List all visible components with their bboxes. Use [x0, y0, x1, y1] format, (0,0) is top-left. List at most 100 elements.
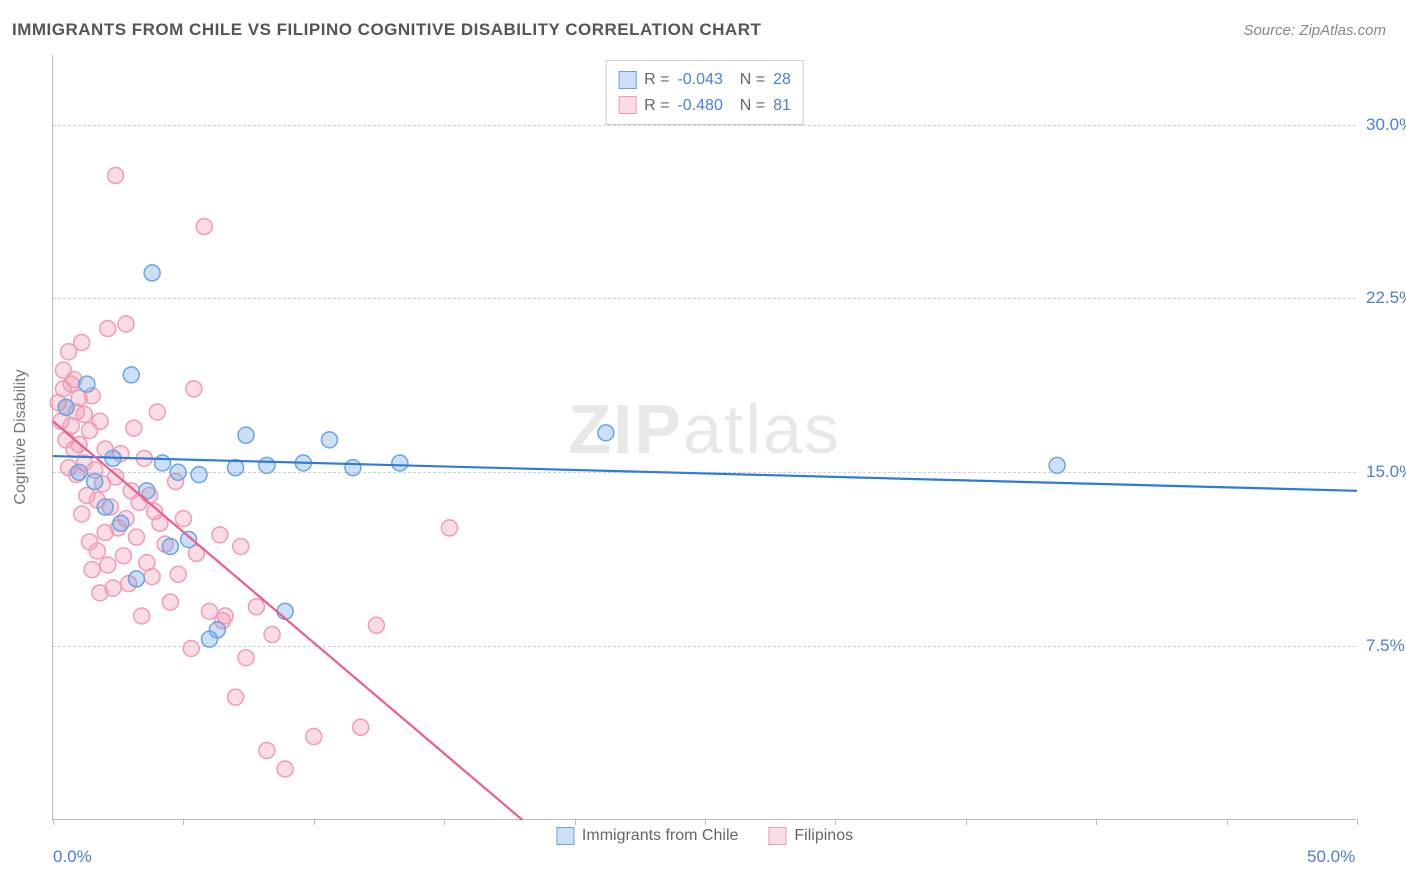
y-tick-label: 30.0% — [1366, 115, 1406, 135]
chart-title: IMMIGRANTS FROM CHILE VS FILIPINO COGNIT… — [12, 20, 761, 40]
scatter-point — [79, 376, 95, 392]
scatter-point — [105, 580, 121, 596]
scatter-point — [259, 457, 275, 473]
scatter-point — [113, 515, 129, 531]
scatter-point — [126, 420, 142, 436]
scatter-point — [598, 425, 614, 441]
scatter-point — [128, 529, 144, 545]
swatch-filipinos-icon — [768, 827, 786, 845]
swatch-chile-icon — [556, 827, 574, 845]
scatter-point — [170, 566, 186, 582]
x-tick — [183, 819, 184, 825]
scatter-point — [1049, 457, 1065, 473]
x-tick — [444, 819, 445, 825]
legend-n-label: N = — [731, 93, 765, 119]
scatter-point — [259, 742, 275, 758]
scatter-point — [264, 627, 280, 643]
scatter-point — [277, 761, 293, 777]
legend-item-filipinos: Filipinos — [768, 827, 853, 845]
scatter-point — [212, 527, 228, 543]
scatter-point — [368, 617, 384, 633]
legend-row-filipinos: R = -0.480 N = 81 — [618, 93, 791, 119]
scatter-point — [89, 543, 105, 559]
y-tick-label: 7.5% — [1366, 636, 1406, 656]
chart-source: Source: ZipAtlas.com — [1243, 22, 1386, 39]
scatter-point — [441, 520, 457, 536]
legend-label-filipinos: Filipinos — [794, 827, 853, 845]
scatter-point — [233, 538, 249, 554]
y-axis-label: Cognitive Disability — [12, 369, 30, 504]
x-tick — [1357, 819, 1358, 825]
scatter-point — [97, 499, 113, 515]
x-tick — [575, 819, 576, 825]
scatter-point — [100, 321, 116, 337]
scatter-point — [71, 464, 87, 480]
legend-r-label: R = — [644, 67, 669, 93]
scatter-point — [321, 432, 337, 448]
x-tick — [835, 819, 836, 825]
scatter-point — [175, 511, 191, 527]
legend-n-value-filipinos: 81 — [773, 93, 791, 119]
correlation-legend: R = -0.043 N = 28 R = -0.480 N = 81 — [605, 60, 804, 125]
legend-item-chile: Immigrants from Chile — [556, 827, 738, 845]
scatter-point — [181, 532, 197, 548]
y-tick-label: 22.5% — [1366, 288, 1406, 308]
x-tick — [705, 819, 706, 825]
scatter-point — [392, 455, 408, 471]
scatter-point — [306, 729, 322, 745]
legend-r-label: R = — [644, 93, 669, 119]
scatter-point — [115, 548, 131, 564]
scatter-point — [162, 594, 178, 610]
trend-line — [53, 421, 522, 820]
scatter-point — [170, 464, 186, 480]
legend-row-chile: R = -0.043 N = 28 — [618, 67, 791, 93]
scatter-point — [134, 608, 150, 624]
trend-line — [53, 456, 1357, 491]
scatter-point — [108, 469, 124, 485]
scatter-point — [228, 689, 244, 705]
scatter-point — [155, 455, 171, 471]
scatter-point — [353, 719, 369, 735]
scatter-point — [277, 603, 293, 619]
scatter-point — [87, 474, 103, 490]
scatter-point — [196, 219, 212, 235]
scatter-point — [183, 640, 199, 656]
scatter-point — [162, 538, 178, 554]
scatter-point — [144, 265, 160, 281]
scatter-point — [118, 316, 134, 332]
scatter-point — [144, 569, 160, 585]
scatter-point — [108, 168, 124, 184]
legend-n-value-chile: 28 — [773, 67, 791, 93]
scatter-point — [76, 406, 92, 422]
y-tick-label: 15.0% — [1366, 462, 1406, 482]
scatter-point — [58, 399, 74, 415]
scatter-point — [238, 650, 254, 666]
x-tick — [1096, 819, 1097, 825]
x-tick — [314, 819, 315, 825]
chart-plot-area: ZIPatlas Cognitive Disability 7.5%15.0%2… — [52, 55, 1356, 820]
scatter-point — [128, 571, 144, 587]
x-tick — [966, 819, 967, 825]
scatter-svg — [53, 55, 1356, 819]
scatter-point — [238, 427, 254, 443]
x-tick — [1227, 819, 1228, 825]
legend-n-label: N = — [731, 67, 765, 93]
legend-r-value-chile: -0.043 — [677, 67, 722, 93]
series-legend: Immigrants from Chile Filipinos — [556, 827, 853, 845]
scatter-point — [74, 506, 90, 522]
scatter-point — [186, 381, 202, 397]
scatter-point — [345, 460, 361, 476]
scatter-point — [92, 413, 108, 429]
scatter-point — [248, 599, 264, 615]
x-tick — [53, 819, 54, 825]
scatter-point — [100, 557, 116, 573]
swatch-chile — [618, 71, 636, 89]
legend-label-chile: Immigrants from Chile — [582, 827, 738, 845]
swatch-filipinos — [618, 96, 636, 114]
scatter-point — [74, 334, 90, 350]
scatter-point — [209, 622, 225, 638]
scatter-point — [191, 467, 207, 483]
x-tick-label: 50.0% — [1307, 847, 1355, 867]
scatter-point — [84, 562, 100, 578]
legend-r-value-filipinos: -0.480 — [677, 93, 722, 119]
